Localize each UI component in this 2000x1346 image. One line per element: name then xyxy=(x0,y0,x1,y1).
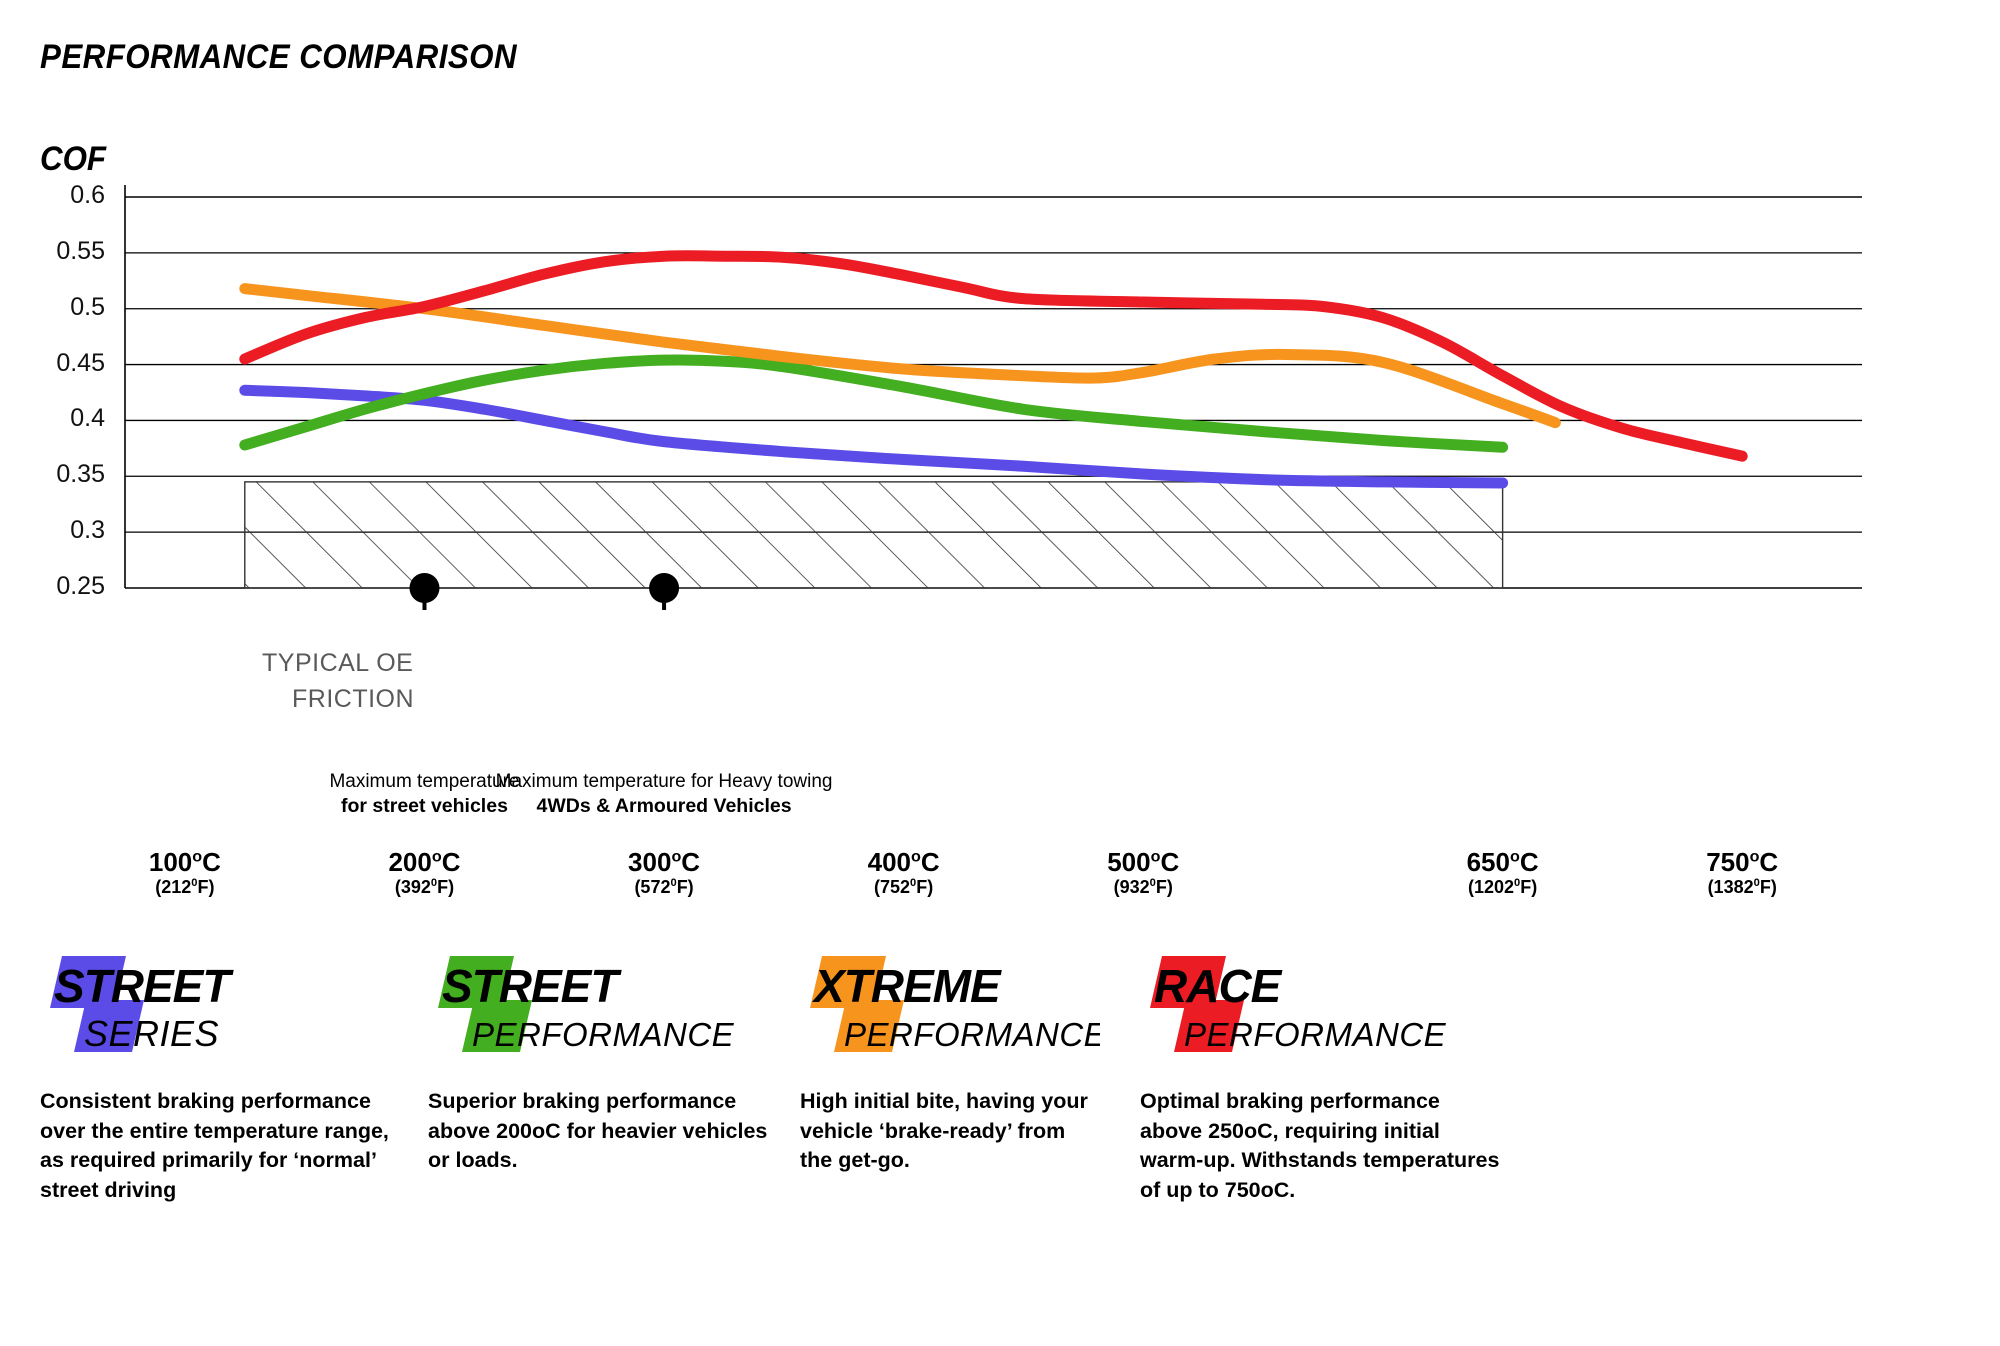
marker-dot xyxy=(649,573,680,603)
marker-label-line2: for street vehicles xyxy=(341,794,508,817)
axis-title-cof: COF xyxy=(40,140,107,178)
x-tick-label: 400oC (7520F) xyxy=(867,847,940,898)
logo-badge-lower xyxy=(834,1000,904,1052)
marker-label-line2: 4WDs & Armoured Vehicles xyxy=(536,794,792,817)
oe-line-1: TYPICAL OE xyxy=(262,649,414,677)
typical-oe-band xyxy=(244,481,1504,589)
logo-badge-upper xyxy=(50,956,126,1008)
legend-description-street-series: Consistent braking performance over the … xyxy=(40,1089,389,1202)
x-tick-label: 750oC (13820F) xyxy=(1706,847,1779,898)
page-title: PERFORMANCE COMPARISON xyxy=(40,38,518,76)
legend: STREET SERIES Consistent braking performan… xyxy=(0,950,2000,1330)
legend-description-street-performance: Superior braking performance above 200oC… xyxy=(428,1089,768,1173)
typical-oe-friction-label: TYPICAL OE FRICTION xyxy=(262,645,414,718)
logo-badge-upper xyxy=(438,956,514,1008)
logo-badge-upper xyxy=(1150,956,1226,1008)
x-tick-label: 100oC (2120F) xyxy=(148,847,221,898)
marker-label-max-temp-towing: Maximum temperature for Heavy towing 4WDs… xyxy=(434,770,894,818)
y-tick-label: 0.6 xyxy=(70,181,105,209)
logo-graphic-xtreme-performance: XTREME PERFORMANCE xyxy=(810,956,1100,1053)
markers-layer xyxy=(409,573,680,610)
logo-word-secondary: PERFORMANCE xyxy=(1184,1016,1447,1053)
legend-description-xtreme-performance: High initial bite, having your vehicle ‘… xyxy=(800,1089,1088,1173)
series-line-race-performance xyxy=(239,250,1748,462)
marker-label-line1: Maximum temperature for Heavy towing xyxy=(495,771,833,792)
oe-line-2: FRICTION xyxy=(292,685,415,714)
x-tick-label: 300oC (5720F) xyxy=(628,847,701,898)
logo-badge-lower xyxy=(1174,1000,1244,1052)
marker-label-max-temp-street: Maximum temperature for street vehicles xyxy=(274,770,574,818)
y-tick-label: 0.5 xyxy=(70,292,105,321)
y-tick-label: 0.45 xyxy=(56,348,105,377)
logo-graphic-race-performance: RACE PERFORMANCE xyxy=(1150,956,1447,1053)
legend-item-race-performance: RACE PERFORMANCE Optimal braking performan… xyxy=(1140,950,1500,1206)
logo-word-secondary: PERFORMANCE xyxy=(844,1016,1100,1053)
logo-badge-lower xyxy=(462,1000,532,1052)
legend-description-race-performance: Optimal braking performance above 250oC,… xyxy=(1140,1089,1500,1202)
y-tick-label: 0.4 xyxy=(70,404,105,433)
series-layer xyxy=(239,250,1748,489)
series-line-street-performance xyxy=(239,354,1509,453)
logo-xtreme-performance: XTREME PERFORMANCE xyxy=(800,950,1100,1055)
legend-item-xtreme-performance: XTREME PERFORMANCE High initial bite, havi… xyxy=(800,950,1100,1176)
y-tick-label: 0.3 xyxy=(70,516,105,545)
legend-item-street-performance: STREET PERFORMANCE Superior braking perfor… xyxy=(428,950,788,1176)
logo-word-primary: XTREME xyxy=(811,960,1002,1012)
legend-item-street-series: STREET SERIES Consistent braking performan… xyxy=(40,950,410,1206)
logo-word-secondary: SERIES xyxy=(84,1013,219,1054)
y-tick-label: 0.25 xyxy=(56,572,105,600)
logo-badge-upper xyxy=(810,956,886,1008)
logo-badge-lower xyxy=(74,1000,144,1052)
y-tick-label: 0.35 xyxy=(56,460,105,489)
x-tick-label: 650oC (12020F) xyxy=(1466,847,1539,898)
logo-word-secondary: PERFORMANCE xyxy=(472,1016,735,1053)
x-tick-label: 200oC (3920F) xyxy=(388,847,461,898)
y-tick-label: 0.55 xyxy=(56,236,105,265)
marker-dot xyxy=(409,573,440,603)
series-line-xtreme-performance xyxy=(239,283,1561,429)
logo-word-primary: RACE xyxy=(1154,960,1283,1012)
logo-word-primary: STREET xyxy=(442,960,622,1012)
logo-word-primary: STREET xyxy=(54,960,234,1012)
logo-street-series: STREET SERIES xyxy=(40,950,410,1055)
logo-race-performance: RACE PERFORMANCE xyxy=(1140,950,1500,1055)
marker-label-line1: Maximum temperature xyxy=(329,771,520,792)
logo-street-performance: STREET PERFORMANCE xyxy=(428,950,788,1055)
logo-graphic-street-performance: STREET PERFORMANCE xyxy=(438,956,735,1053)
performance-chart xyxy=(124,185,1862,610)
x-tick-label: 500oC (9320F) xyxy=(1107,847,1180,898)
